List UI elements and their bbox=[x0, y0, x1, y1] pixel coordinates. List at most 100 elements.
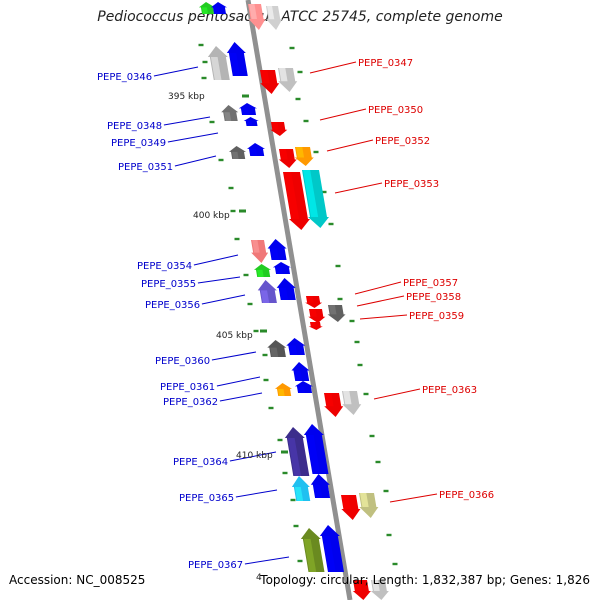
gene-arrow bbox=[352, 580, 371, 600]
gene-label: PEPE_0364 bbox=[173, 451, 277, 468]
gene-arrow bbox=[284, 427, 310, 476]
gene-label: PEPE_0362 bbox=[163, 392, 263, 408]
gene-arrow bbox=[283, 172, 310, 230]
genes-value: 1,826 bbox=[555, 573, 590, 587]
tick-mark bbox=[297, 70, 303, 74]
svg-text:PEPE_0348: PEPE_0348 bbox=[107, 121, 162, 132]
svg-text:PEPE_0346: PEPE_0346 bbox=[97, 72, 152, 83]
gene-arrow bbox=[246, 143, 265, 156]
gene-arrow bbox=[278, 149, 297, 168]
length-value: 1,832,387 bp bbox=[421, 573, 502, 587]
gene-arrow bbox=[341, 495, 361, 520]
gene-arrow bbox=[267, 239, 287, 260]
tick-mark bbox=[357, 363, 363, 367]
gene-arrow bbox=[303, 424, 329, 474]
gene-label: PEPE_0357 bbox=[354, 278, 458, 295]
gene-arrow bbox=[266, 6, 283, 30]
gene-label: PEPE_0347 bbox=[309, 58, 413, 74]
tick-mark bbox=[198, 43, 204, 47]
gene-arrow bbox=[253, 264, 271, 277]
gene-arrow bbox=[286, 338, 306, 355]
tick-mark bbox=[297, 559, 303, 563]
svg-text:PEPE_0353: PEPE_0353 bbox=[384, 179, 439, 190]
scale-marker bbox=[239, 209, 246, 213]
svg-text:PEPE_0362: PEPE_0362 bbox=[163, 397, 218, 408]
topology-label: Topology: bbox=[260, 573, 317, 587]
gene-arrow bbox=[238, 103, 257, 115]
svg-text:PEPE_0358: PEPE_0358 bbox=[406, 292, 461, 303]
tick-mark bbox=[313, 150, 319, 154]
tick-mark bbox=[386, 533, 392, 537]
svg-text:PEPE_0367: PEPE_0367 bbox=[188, 560, 243, 571]
tick-mark bbox=[230, 209, 236, 213]
tick-mark bbox=[337, 297, 343, 301]
tick-mark bbox=[243, 273, 249, 277]
gene-arrow bbox=[207, 46, 230, 80]
svg-text:PEPE_0352: PEPE_0352 bbox=[375, 136, 430, 147]
gene-arrow bbox=[226, 42, 248, 76]
gene-arrow bbox=[291, 476, 311, 501]
gene-arrow bbox=[257, 280, 277, 303]
gene-label: PEPE_0348 bbox=[107, 116, 211, 132]
svg-text:PEPE_0355: PEPE_0355 bbox=[141, 279, 196, 290]
gene-arrow bbox=[272, 262, 291, 274]
gene-arrow bbox=[294, 147, 314, 166]
scale-label: 405 kbp bbox=[216, 331, 253, 341]
gene-arrow bbox=[308, 309, 326, 323]
svg-text:PEPE_0364: PEPE_0364 bbox=[173, 457, 228, 468]
gene-label: PEPE_0361 bbox=[160, 376, 261, 393]
tick-mark bbox=[303, 119, 309, 123]
gene-label: PEPE_0360 bbox=[155, 351, 257, 367]
gene-arrow bbox=[302, 170, 329, 228]
scale-label: 4 bbox=[256, 573, 262, 583]
gene-label: PEPE_0358 bbox=[356, 292, 461, 307]
svg-text:PEPE_0363: PEPE_0363 bbox=[422, 385, 477, 396]
tick-mark bbox=[295, 97, 301, 101]
tick-mark bbox=[335, 264, 341, 268]
tick-mark bbox=[228, 186, 234, 190]
tick-mark bbox=[202, 60, 208, 64]
gene-label: PEPE_0355 bbox=[141, 276, 241, 290]
tick-mark bbox=[201, 76, 207, 80]
genome-backbone bbox=[245, 0, 353, 600]
svg-text:PEPE_0349: PEPE_0349 bbox=[111, 138, 166, 149]
gene-arrow bbox=[198, 2, 215, 14]
gene-label: PEPE_0366 bbox=[389, 490, 494, 503]
gene-arrow bbox=[327, 305, 346, 322]
tick-mark bbox=[268, 406, 274, 410]
length-label: Length: bbox=[372, 573, 419, 587]
genes-label: Genes: bbox=[509, 573, 552, 587]
tick-mark bbox=[392, 562, 398, 566]
tick-mark bbox=[363, 392, 369, 396]
gene-label: PEPE_0367 bbox=[188, 556, 290, 571]
gene-label: PEPE_0354 bbox=[137, 254, 239, 272]
tick-mark bbox=[234, 237, 240, 241]
gene-arrow bbox=[300, 528, 325, 572]
gene-arrow bbox=[278, 68, 298, 92]
gene-arrow bbox=[251, 240, 269, 263]
gene-arrow bbox=[359, 493, 379, 518]
gene-arrow bbox=[221, 105, 239, 121]
gene-arrow bbox=[324, 393, 344, 417]
gene-arrow bbox=[260, 70, 280, 94]
accession-line: Accession: NC_008525 bbox=[9, 573, 145, 587]
gene-arrow bbox=[270, 122, 288, 136]
tick-mark bbox=[369, 434, 375, 438]
gene-arrow bbox=[310, 474, 331, 498]
gene-arrow bbox=[248, 4, 266, 30]
gene-arrow bbox=[294, 381, 313, 393]
svg-text:PEPE_0350: PEPE_0350 bbox=[368, 105, 423, 116]
scale-label: 395 kbp bbox=[168, 92, 205, 102]
tick-mark bbox=[349, 319, 355, 323]
tick-marks bbox=[198, 43, 398, 566]
tick-mark bbox=[354, 340, 360, 344]
gene-label: PEPE_0363 bbox=[373, 385, 477, 400]
gene-label: PEPE_0353 bbox=[334, 179, 439, 194]
gene-arrow bbox=[370, 580, 389, 600]
gene-label: PEPE_0356 bbox=[145, 294, 246, 311]
svg-text:PEPE_0359: PEPE_0359 bbox=[409, 311, 464, 322]
gene-label: PEPE_0365 bbox=[179, 489, 278, 504]
scale-marker bbox=[260, 329, 267, 333]
tick-mark bbox=[289, 46, 295, 50]
